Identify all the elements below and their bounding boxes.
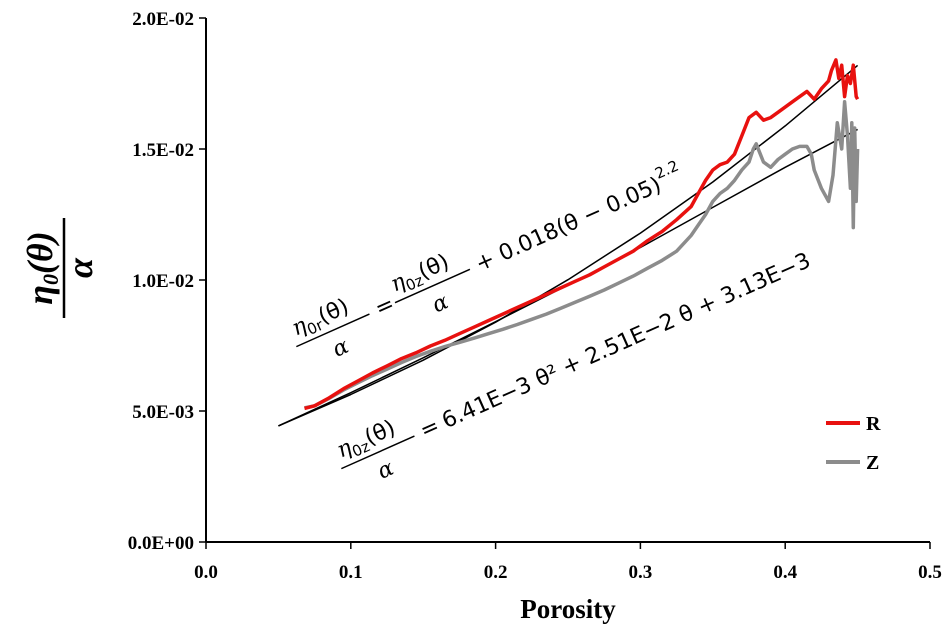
y-tick-label: 1.0E-02 xyxy=(132,271,194,292)
legend-label-z: Z xyxy=(866,452,879,474)
x-tick-label: 0.4 xyxy=(773,562,797,583)
y-tick-label: 1.5E-02 xyxy=(132,140,194,161)
x-ticks: 0.0 0.1 0.2 0.3 0.4 0.5 xyxy=(194,542,942,583)
y-axis-label: η0(θ) α xyxy=(20,218,100,318)
eq1-eq: = xyxy=(371,291,398,321)
series xyxy=(278,58,860,427)
svg-text:η0r(θ): η0r(θ) xyxy=(288,294,354,344)
eq1-lhs-den: α xyxy=(329,334,353,363)
legend: R Z xyxy=(826,413,881,474)
series-r-line xyxy=(304,58,860,411)
fit-line-r xyxy=(278,64,859,427)
svg-text:η0z(θ): η0z(θ) xyxy=(387,250,454,300)
eq2-lhs-bar xyxy=(341,435,415,470)
x-tick-label: 0.3 xyxy=(629,562,653,583)
x-axis-title: Porosity xyxy=(520,594,616,624)
eq1-rhs-bar xyxy=(394,268,471,304)
svg-text:η0(θ): η0(θ) xyxy=(20,231,63,304)
y-tick-label: 5.0E-03 xyxy=(132,402,194,423)
x-tick-label: 0.2 xyxy=(484,562,508,583)
eq2-lhs-den: α xyxy=(374,456,398,485)
legend-label-r: R xyxy=(866,413,881,435)
x-tick-label: 0.0 xyxy=(194,562,218,583)
eq1-lhs-bar xyxy=(296,313,370,348)
y-axis-label-main: η xyxy=(20,285,60,305)
y-tick-label: 2.0E-02 xyxy=(132,9,194,30)
svg-text:+ 0.018(θ − 0.05)2.2: + 0.018(θ − 0.05)2.2 xyxy=(469,157,687,277)
y-axis-label-arg: (θ) xyxy=(20,231,60,274)
eq2-lhs-sub: 0z xyxy=(349,437,372,461)
y-ticks: 0.0E+00 5.0E-03 1.0E-02 1.5E-02 2.0E-02 xyxy=(128,9,206,554)
y-axis-label-denominator: α xyxy=(60,257,100,278)
x-tick-label: 0.5 xyxy=(918,562,942,583)
svg-text:η0z(θ): η0z(θ) xyxy=(333,416,400,466)
equation-lower: η0z(θ) α = 6.41E−3 θ² + 2.51E−2 θ + 3.13… xyxy=(333,248,814,485)
eq1-rhs-sub: 0z xyxy=(403,271,426,295)
eq1-rhs-den: α xyxy=(429,289,453,318)
series-z-line xyxy=(304,100,860,410)
x-tick-label: 0.1 xyxy=(339,562,363,583)
eq2-rest: 6.41E−3 θ² + 2.51E−2 θ + 3.13E−3 xyxy=(438,248,814,434)
y-tick-label: 0.0E+00 xyxy=(128,533,194,554)
y-axis-label-sub: 0 xyxy=(38,274,63,285)
eq1-rest: + 0.018(θ − 0.05) xyxy=(472,173,665,277)
eq2-eq: = xyxy=(416,413,443,443)
